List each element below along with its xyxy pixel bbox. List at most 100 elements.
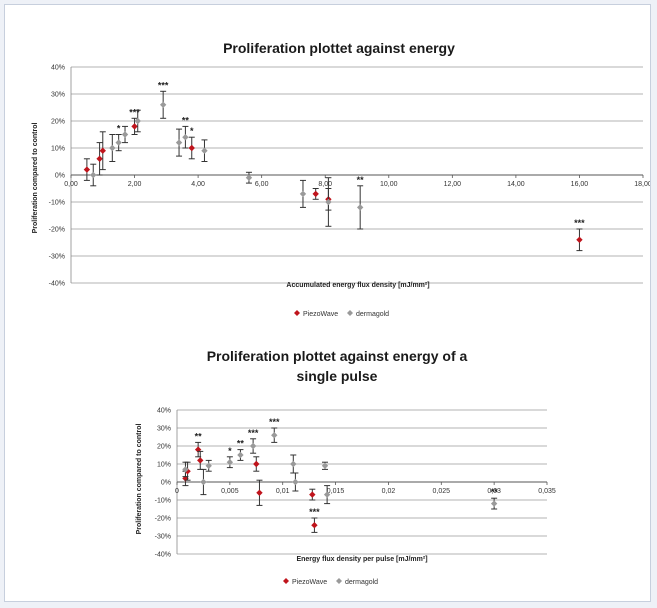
x-tick-label: 8,00 — [318, 181, 332, 188]
x-tick-label: 18,00 — [634, 181, 650, 188]
significance-label: ** — [357, 175, 365, 185]
chart-1-y-axis-label: Proliferation compared to control — [32, 123, 39, 234]
chart-2-grid — [176, 409, 548, 555]
legend-2-dermagold-marker — [336, 578, 342, 584]
x-tick-label: 0,01 — [276, 488, 290, 495]
dermagold-point — [237, 451, 244, 459]
significance-label: *** — [309, 507, 320, 517]
dermagold-point — [490, 500, 498, 507]
piezowave-point — [576, 236, 583, 243]
y-tick-label: 30% — [157, 426, 171, 433]
significance-label: * — [117, 124, 121, 134]
y-tick-label: -40% — [49, 281, 65, 288]
chart-2-x-axis-label: Energy flux density per pulse [mJ/mm²] — [296, 556, 427, 563]
y-tick-label: -10% — [49, 200, 65, 207]
x-tick-label: 4,00 — [191, 181, 205, 188]
x-tick-label: 0,005 — [221, 488, 239, 495]
dermagold-point — [325, 198, 332, 206]
dermagold-point — [201, 147, 208, 154]
dermagold-point — [249, 442, 257, 450]
y-tick-label: 20% — [51, 119, 65, 126]
significance-label: * — [228, 446, 232, 456]
dermagold-point — [121, 131, 129, 138]
dermagold-point — [205, 462, 212, 469]
piezowave-point — [96, 155, 103, 162]
dermagold-point — [245, 174, 253, 181]
piezowave-point — [197, 457, 204, 464]
piezowave-point — [311, 522, 318, 529]
chart-2-title-line-2: single pulse — [297, 368, 378, 384]
significance-label: ** — [195, 431, 203, 441]
chart-1-title: Proliferation plottet against energy — [223, 40, 455, 56]
chart-2-legend: PiezoWave dermagold — [283, 578, 378, 586]
x-tick-label: 0,015 — [327, 488, 345, 495]
y-tick-label: 0% — [55, 173, 65, 180]
dermagold-point — [109, 144, 116, 152]
x-tick-label: 0 — [175, 488, 179, 495]
y-tick-label: -40% — [155, 552, 171, 559]
significance-label: ** — [182, 115, 190, 125]
y-tick-label: -20% — [49, 227, 65, 234]
x-tick-label: 16,00 — [571, 181, 589, 188]
x-tick-label: 2,00 — [128, 181, 142, 188]
y-tick-label: -30% — [155, 534, 171, 541]
dermagold-point — [90, 171, 97, 179]
y-tick-label: 40% — [51, 65, 65, 72]
y-tick-label: 10% — [157, 462, 171, 469]
piezowave-point — [256, 489, 263, 496]
chart-1: Proliferation plottet against energy 40%… — [32, 40, 652, 318]
piezowave-point — [188, 144, 195, 152]
significance-label: ** — [491, 487, 499, 497]
y-tick-label: -20% — [155, 516, 171, 523]
dermagold-point — [323, 491, 331, 498]
x-tick-label: 0,02 — [382, 488, 396, 495]
piezowave-point — [131, 123, 138, 130]
dermagold-point — [356, 204, 364, 211]
dermagold-point — [299, 190, 307, 198]
piezowave-point — [83, 166, 91, 173]
dermagold-point — [271, 432, 278, 439]
piezowave-point — [309, 491, 316, 498]
significance-label: ** — [237, 439, 245, 449]
piezowave-point — [312, 190, 319, 198]
significance-label: *** — [574, 218, 585, 228]
piezowave-point — [99, 147, 106, 154]
dermagold-point — [182, 134, 189, 141]
x-tick-label: 10,00 — [380, 181, 398, 188]
x-tick-label: 14,00 — [507, 181, 525, 188]
dermagold-point — [290, 460, 297, 468]
chart-1-marks: *************** — [83, 80, 585, 252]
figure-frame: Proliferation plottet against energy 40%… — [4, 4, 652, 602]
legend-2-dermagold-label: dermagold — [345, 579, 378, 586]
chart-2-x-ticks: 0 0,005 0,01 0,015 0,02 0,025 0,03 0,035 — [175, 488, 556, 495]
y-tick-label: 20% — [157, 444, 171, 451]
charts-canvas: Proliferation plottet against energy 40%… — [32, 40, 652, 586]
significance-label: *** — [158, 80, 169, 90]
legend-2-piezowave-marker — [283, 578, 289, 584]
x-tick-label: 0,03 — [487, 488, 501, 495]
x-tick-label: 0,035 — [538, 488, 556, 495]
x-tick-label: 12,00 — [444, 181, 462, 188]
dermagold-point — [292, 478, 299, 486]
dermagold-point — [182, 466, 189, 473]
y-tick-label: 40% — [157, 408, 171, 415]
dermagold-point — [200, 478, 207, 486]
dermagold-point — [159, 101, 167, 108]
piezowave-point — [194, 446, 202, 453]
y-tick-label: 30% — [51, 92, 65, 99]
y-tick-label: 10% — [51, 146, 65, 153]
chart-1-x-axis-label: Accumulated energy flux density [mJ/mm²] — [286, 282, 429, 289]
significance-label: * — [190, 126, 194, 136]
y-tick-label: -10% — [155, 498, 171, 505]
legend-1-piezowave-marker — [294, 310, 300, 316]
chart-2-title-line-1: Proliferation plottet against energy of … — [207, 348, 468, 364]
legend-1-dermagold-label: dermagold — [356, 311, 389, 318]
legend-2-piezowave-label: PiezoWave — [292, 579, 327, 586]
x-tick-label: 0,00 — [64, 181, 78, 188]
chart-1-grid — [70, 66, 644, 284]
chart-1-x-ticks: 0,00 2,00 4,00 6,00 8,00 10,00 12,00 14,00 16,00… — [64, 181, 652, 188]
dermagold-point — [321, 462, 329, 469]
x-tick-label: 0,025 — [433, 488, 451, 495]
significance-label: *** — [129, 107, 140, 117]
chart-2: Proliferation plottet against energy of … — [136, 348, 556, 586]
